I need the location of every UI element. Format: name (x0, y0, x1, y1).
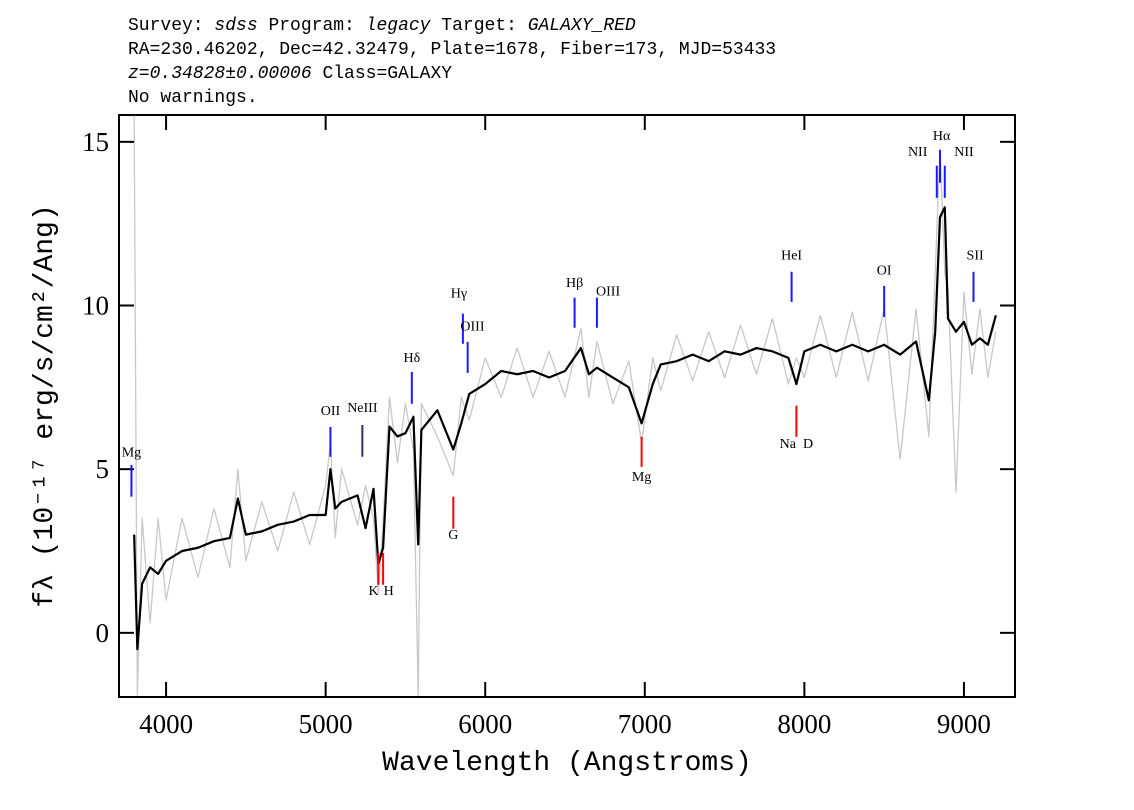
x-tick-label: 7000 (618, 709, 672, 739)
plot-frame (118, 114, 1016, 698)
x-tick-label: 5000 (299, 709, 353, 739)
header: Survey: sdss Program: legacy Target: GAL… (128, 16, 776, 108)
header-segment: RA=230.46202, Dec=42.32479, Plate=1678, … (128, 40, 776, 60)
x-tick-label: 6000 (458, 709, 512, 739)
line-label: SII (967, 249, 984, 264)
line-label: Hγ (451, 287, 467, 302)
header-line: No warnings. (128, 88, 258, 108)
line-label: NII (954, 145, 974, 160)
header-segment: GALAXY_RED (528, 16, 636, 36)
header-segment: sdss (214, 16, 257, 36)
x-axis-label: Wavelength (Angstroms) (382, 748, 752, 779)
header-segment: No warnings. (128, 88, 258, 108)
line-label: Mg (632, 470, 651, 485)
spectrum-line (133, 115, 997, 696)
line-label: OIII (460, 320, 484, 335)
line-label: OIII (596, 285, 620, 300)
line-label: HeI (781, 249, 802, 264)
line-label: K (368, 584, 378, 599)
header-segment: Class=GALAXY (312, 64, 453, 84)
spectrum-line (133, 206, 997, 651)
y-tick-label: 15 (82, 127, 109, 157)
x-tick-label: 9000 (937, 709, 991, 739)
header-segment: z=0.34828±0.00006 (128, 64, 312, 84)
plot-area (133, 115, 997, 696)
line-label: Hα (933, 129, 951, 144)
line-label: Hδ (403, 351, 420, 366)
line-label: OI (877, 264, 892, 279)
line-label: OII (321, 404, 341, 419)
axes: 4000 5000 6000 7000 8000 9000 0 5 10 15 Mg OII NeIII… (82, 115, 1015, 739)
y-axis-label: fλ (10⁻¹⁷ erg/s/cm²/Ang) (30, 204, 61, 607)
x-tick-label: 4000 (139, 709, 193, 739)
line-label: Na D (780, 437, 813, 452)
header-line: RA=230.46202, Dec=42.32479, Plate=1678, … (128, 40, 776, 60)
line-label: H (384, 584, 394, 599)
line-label: NII (908, 145, 928, 160)
y-tick-label: 5 (96, 454, 110, 484)
y-tick-label: 0 (96, 618, 110, 648)
header-line: Survey: sdss Program: legacy Target: GAL… (128, 16, 636, 36)
line-label: NeIII (347, 401, 378, 416)
header-line: z=0.34828±0.00006 Class=GALAXY (128, 64, 452, 84)
x-tick-label: 8000 (777, 709, 831, 739)
header-segment: Program: (258, 16, 366, 36)
line-label: Mg (122, 446, 141, 461)
header-segment: legacy (366, 16, 432, 36)
header-segment: Target: (430, 16, 527, 36)
y-tick-label: 10 (82, 291, 109, 321)
line-label: Hβ (566, 276, 583, 291)
header-segment: Survey: (128, 16, 214, 36)
line-label: G (448, 528, 458, 543)
